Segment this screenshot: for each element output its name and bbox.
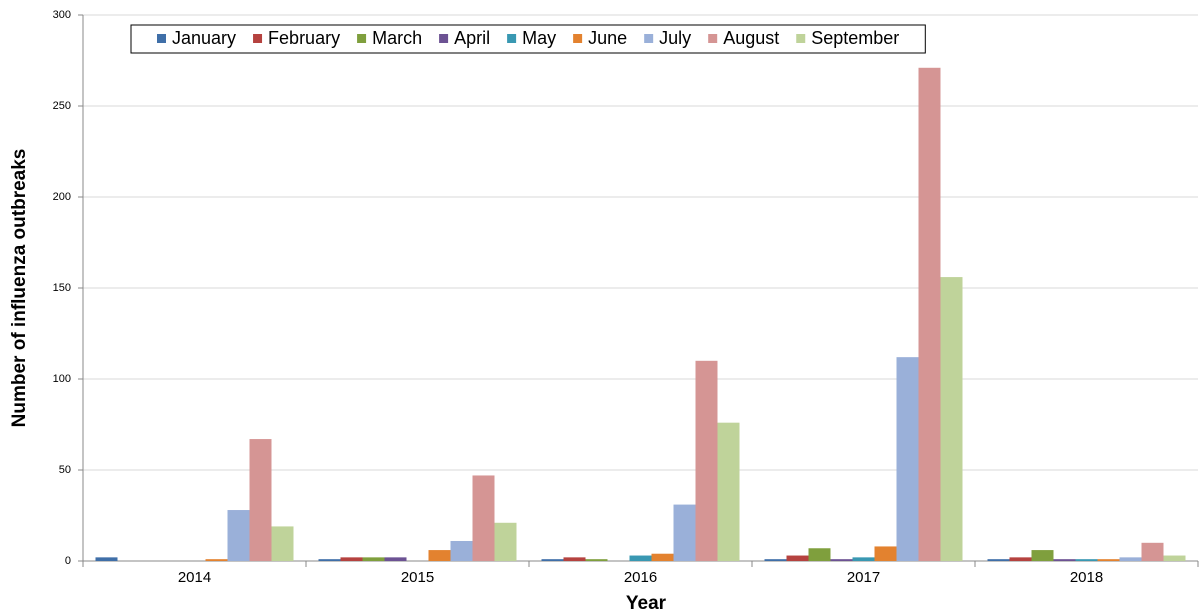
legend-label: May [522,28,556,48]
bar [830,559,853,561]
bar [318,559,341,561]
bar [384,557,407,561]
legend-swatch [796,34,806,43]
legend-swatch [253,34,263,43]
legend-swatch [157,34,166,43]
legend-label: March [372,28,422,48]
legend-swatch [708,34,718,43]
bar [494,522,517,561]
bar [585,559,608,561]
legend-swatch [357,34,367,43]
bar [472,475,495,561]
bar [695,360,718,561]
bar [918,67,941,561]
bar [340,557,363,561]
legend-label: June [588,28,627,48]
bar [1119,557,1142,561]
bar [450,540,473,561]
bar [987,559,1010,561]
bar [673,504,696,561]
legend-swatch [439,34,449,43]
bar [940,277,963,561]
bar [362,557,385,561]
bar [1141,542,1164,561]
bar [764,559,787,561]
bar [227,510,250,561]
legend-label: February [268,28,340,48]
legend-swatch [507,34,517,43]
bar [786,555,809,561]
legend-label: August [723,28,779,48]
y-axis-label: Number of influenza outbreaks [9,149,30,428]
bar [651,553,674,561]
bar [249,439,272,561]
bar [1009,557,1032,561]
bar [852,557,875,561]
bar [205,559,228,561]
legend: January February March April May June July Augu… [157,28,899,48]
y-tick-label: 150 [53,282,71,294]
x-tick-label: 2016 [624,569,657,586]
legend-label: April [454,28,490,48]
bar [1163,555,1186,561]
bar [874,546,897,561]
y-tick-label: 300 [53,9,71,21]
y-tick-label: 0 [65,555,71,567]
bar [629,555,652,561]
legend-label: January [172,28,236,48]
x-tick-label: 2017 [847,569,880,586]
bar [563,557,586,561]
legend-label: July [659,28,691,48]
bar [95,557,118,561]
y-tick-label: 100 [53,373,71,385]
bar [896,357,919,561]
legend-label: September [811,28,899,48]
x-tick-label: 2018 [1070,569,1103,586]
x-axis-label: Year [626,593,667,614]
bar [541,559,564,561]
y-tick-label: 50 [59,464,71,476]
y-tick-label: 250 [53,100,71,112]
x-tick-label: 2014 [178,569,211,586]
bar [428,550,451,561]
bar [717,422,740,561]
x-tick-label: 2015 [401,569,434,586]
legend-box [130,24,926,54]
bar [808,548,831,561]
bar [1053,559,1076,561]
bar [1075,559,1098,561]
bar [271,526,294,561]
bar [1097,559,1120,561]
legend-swatch [644,34,654,43]
bar [1031,550,1054,561]
legend-swatch [573,34,583,43]
y-tick-label: 200 [53,191,71,203]
